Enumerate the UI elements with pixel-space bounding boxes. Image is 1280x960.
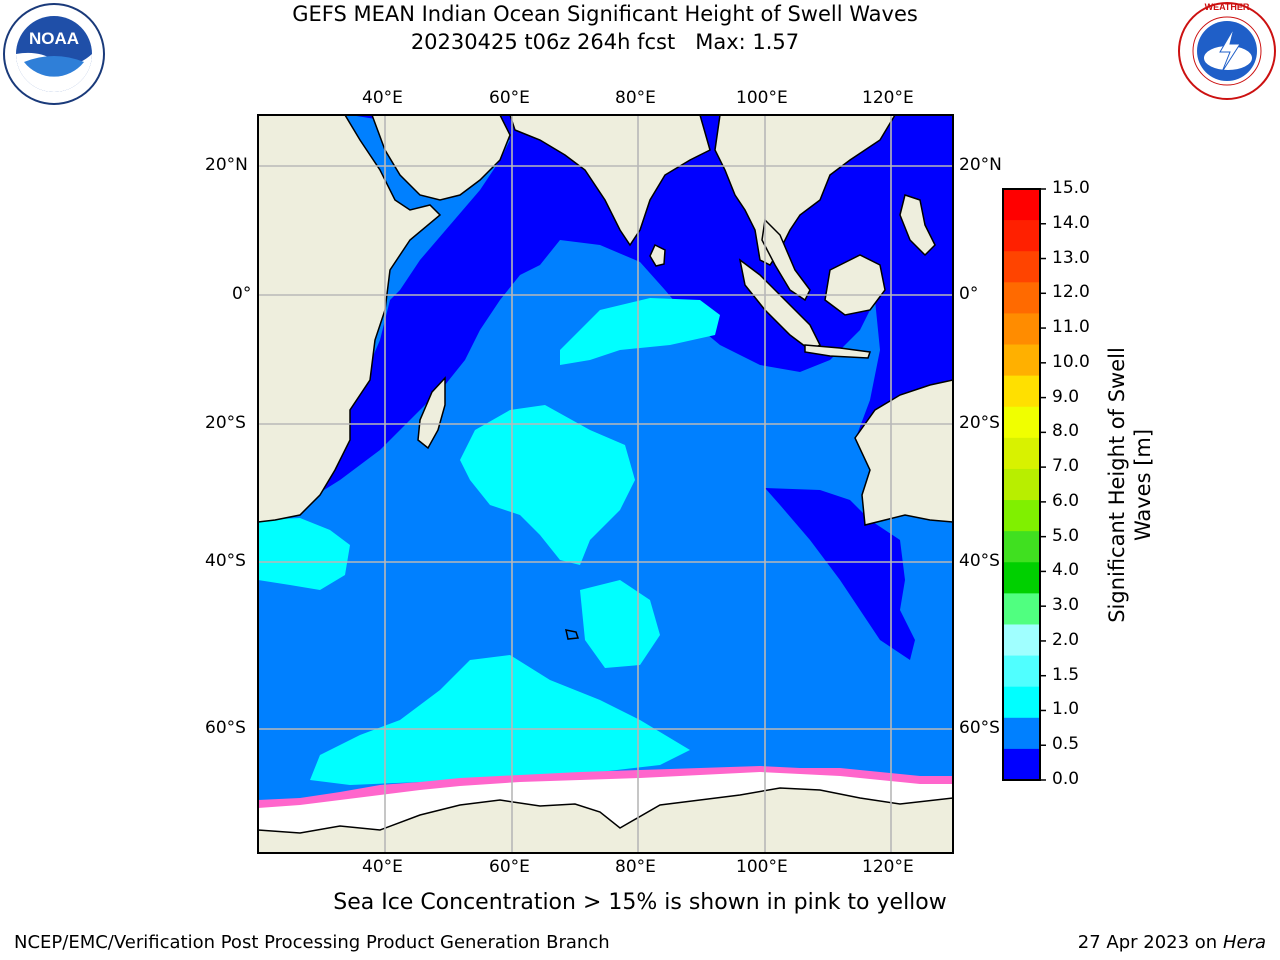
map-content bbox=[258, 115, 953, 853]
swell-cyan-southcentral bbox=[580, 580, 660, 668]
lon-tick-bottom-80e: 80°E bbox=[615, 857, 656, 877]
lon-tick-bottom-60e: 60°E bbox=[489, 857, 530, 877]
credit-text: NCEP/EMC/Verification Post Processing Pr… bbox=[14, 932, 610, 953]
nws-logo: WEATHER bbox=[1178, 2, 1276, 100]
colorbar-tick-label: 15.0 bbox=[1052, 178, 1090, 198]
colorbar-tick-label: 6.0 bbox=[1052, 490, 1080, 511]
svg-text:WEATHER: WEATHER bbox=[1205, 2, 1250, 12]
swell-low-arabian-sea bbox=[258, 115, 905, 520]
lon-tick-top-100e: 100°E bbox=[736, 88, 788, 108]
lat-tick-right-0: 0° bbox=[959, 284, 979, 304]
colorbar-swatch bbox=[1003, 748, 1040, 781]
lat-tick-right-60s: 60°S bbox=[959, 718, 1000, 738]
colorbar-frame bbox=[1002, 188, 1041, 781]
colorbar-tick-label: 13.0 bbox=[1052, 247, 1090, 268]
land-borneo bbox=[824, 254, 886, 316]
colorbar-swatch bbox=[1003, 531, 1040, 563]
lon-tick-top-40e: 40°E bbox=[362, 88, 403, 108]
land-philippines bbox=[899, 194, 936, 257]
lat-tick-right-20s: 20°S bbox=[959, 413, 1000, 433]
colorbar-tick-label: 10.0 bbox=[1052, 351, 1090, 372]
colorbar-swatch bbox=[1003, 500, 1040, 532]
colorbar-swatch bbox=[1003, 655, 1040, 688]
colorbar-title-line-2: Waves [m] bbox=[1131, 428, 1155, 542]
land-malaya bbox=[761, 218, 811, 302]
colorbar-swatch bbox=[1003, 282, 1040, 314]
machine-name: Hera bbox=[1222, 932, 1266, 953]
colorbar-title-line-1: Significant Height of Swell bbox=[1105, 347, 1129, 623]
lon-tick-bottom-120e: 120°E bbox=[862, 857, 914, 877]
swell-cyan-central bbox=[460, 405, 635, 565]
land-java bbox=[804, 344, 871, 359]
svg-text:NOAA: NOAA bbox=[29, 29, 79, 48]
colorbar-tick-label: 0.5 bbox=[1052, 734, 1080, 755]
map-frame bbox=[257, 114, 954, 854]
swell-low-maritime bbox=[855, 115, 953, 440]
swell-cyan-southwest bbox=[258, 518, 350, 590]
lon-tick-bottom-40e: 40°E bbox=[362, 857, 403, 877]
swell-cyan-equatorial bbox=[560, 298, 720, 365]
colorbar bbox=[1002, 188, 1046, 781]
lat-tick-right-40s: 40°S bbox=[959, 551, 1000, 571]
date-value: 27 Apr 2023 on bbox=[1077, 932, 1223, 953]
lon-tick-top-120e: 120°E bbox=[862, 88, 914, 108]
colorbar-tick-label: 0.0 bbox=[1052, 769, 1080, 789]
colorbar-tick-label: 8.0 bbox=[1052, 421, 1080, 442]
colorbar-swatch bbox=[1003, 437, 1040, 470]
colorbar-swatch bbox=[1003, 593, 1040, 625]
title-line-1: GEFS MEAN Indian Ocean Significant Heigh… bbox=[292, 2, 918, 26]
colorbar-tick-label: 3.0 bbox=[1052, 595, 1080, 616]
colorbar-tick-label: 14.0 bbox=[1052, 212, 1090, 233]
lon-tick-top-60e: 60°E bbox=[489, 88, 530, 108]
swell-cyan-south bbox=[310, 655, 690, 785]
land-kerguelen bbox=[565, 629, 580, 640]
date-text: 27 Apr 2023 on Hera bbox=[1078, 932, 1266, 953]
colorbar-tick-label: 9.0 bbox=[1052, 386, 1080, 407]
chart-title: GEFS MEAN Indian Ocean Significant Heigh… bbox=[0, 0, 1210, 56]
lon-tick-top-80e: 80°E bbox=[615, 88, 656, 108]
colorbar-tick-label: 12.0 bbox=[1052, 282, 1090, 303]
antarctica-land bbox=[258, 787, 953, 853]
land-australia bbox=[854, 379, 953, 526]
lat-tick-left-20n: 20°N bbox=[205, 155, 248, 175]
lat-tick-left-20s: 20°S bbox=[205, 413, 246, 433]
colorbar-tick-label: 1.0 bbox=[1052, 699, 1080, 720]
lat-tick-left-0: 0° bbox=[232, 284, 252, 304]
land-sri-lanka bbox=[649, 243, 666, 267]
sea-ice-footnote: Sea Ice Concentration > 15% is shown in … bbox=[333, 890, 947, 915]
colorbar-tick-label: 7.0 bbox=[1052, 456, 1080, 477]
lon-tick-bottom-100e: 100°E bbox=[736, 857, 788, 877]
colorbar-swatch bbox=[1003, 562, 1040, 594]
colorbar-swatch bbox=[1003, 251, 1040, 283]
title-line-2: 20230425 t06z 264h fcst Max: 1.57 bbox=[410, 30, 800, 54]
land-india bbox=[509, 115, 711, 247]
colorbar-swatch bbox=[1003, 468, 1040, 501]
colorbar-swatch bbox=[1003, 717, 1040, 750]
colorbar-swatch bbox=[1003, 624, 1040, 657]
colorbar-swatch bbox=[1003, 220, 1040, 252]
colorbar-swatch bbox=[1003, 406, 1040, 439]
colorbar-tick-label: 11.0 bbox=[1052, 317, 1090, 338]
colorbar-swatch bbox=[1003, 375, 1040, 408]
colorbar-tick-label: 5.0 bbox=[1052, 525, 1080, 546]
lat-tick-right-20n: 20°N bbox=[959, 155, 1002, 175]
noaa-logo: NOAA bbox=[3, 3, 105, 105]
colorbar-swatch bbox=[1003, 189, 1040, 221]
gridlines bbox=[258, 115, 953, 853]
colorbar-swatch bbox=[1003, 344, 1040, 377]
colorbar-tick-label: 1.5 bbox=[1052, 664, 1080, 685]
swell-low-australia-south bbox=[765, 488, 915, 660]
lat-tick-left-60s: 60°S bbox=[205, 718, 246, 738]
lat-tick-left-40s: 40°S bbox=[205, 551, 246, 571]
colorbar-tick-label: 4.0 bbox=[1052, 560, 1080, 581]
colorbar-swatch bbox=[1003, 686, 1040, 719]
colorbar-tick-label: 2.0 bbox=[1052, 629, 1080, 650]
colorbar-swatch bbox=[1003, 313, 1040, 346]
